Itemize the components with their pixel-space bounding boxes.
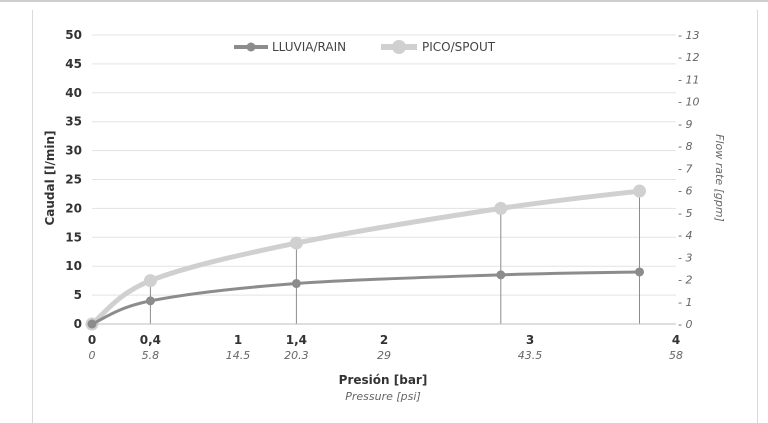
y2-tick-label: - 3 xyxy=(678,251,692,264)
series-line-rain xyxy=(90,270,641,326)
y-axis-title: Caudal [l/min] xyxy=(43,130,57,225)
x-tick-label: 2 xyxy=(380,333,388,347)
y2-tick-label: - 8 xyxy=(678,140,692,153)
y-tick-label: 25 xyxy=(65,173,82,187)
x-ticks-secondary: 0 5.8 14.5 20.3 29 43.5 58 xyxy=(89,349,684,362)
series-layer xyxy=(85,184,646,331)
y2-tick-label: - 1 xyxy=(678,296,692,309)
data-point-rain xyxy=(145,296,155,306)
top-rule xyxy=(0,0,768,2)
left-ticks: 0 5 10 15 20 25 30 35 40 45 50 xyxy=(65,28,82,331)
y-tick-label: 5 xyxy=(74,288,82,302)
legend-marker-rain xyxy=(246,42,256,52)
x-tick-label: 1,4 xyxy=(286,333,307,347)
data-point-rain xyxy=(291,279,301,289)
x-tick-label-secondary: 0 xyxy=(89,349,96,362)
gridlines xyxy=(92,34,676,296)
x-tick-label-secondary: 14.5 xyxy=(226,349,251,362)
right-ticks: - 0 - 1 - 2 - 3 - 4 - 5 - 6 - 7 - 8 - 9 - 10 - 11 - … xyxy=(678,29,699,331)
y2-tick-label: - 4 xyxy=(678,229,692,242)
y2-tick-label: - 9 xyxy=(678,118,692,131)
y-tick-label: 15 xyxy=(65,230,82,244)
x-tick-label-secondary: 29 xyxy=(377,349,391,362)
y-tick-label: 10 xyxy=(65,259,82,273)
y-tick-label: 20 xyxy=(65,201,82,215)
y-tick-label: 0 xyxy=(74,317,82,331)
y2-tick-label: - 5 xyxy=(678,207,692,220)
y2-tick-label: - 12 xyxy=(678,51,699,64)
y-tick-label: 45 xyxy=(65,57,82,71)
y2-axis-title: Flow rate [gpm] xyxy=(713,134,726,222)
x-tick-label-secondary: 5.8 xyxy=(142,349,160,362)
x-tick-label: 1 xyxy=(234,333,242,347)
y2-tick-label: - 13 xyxy=(678,29,699,42)
x-tick-label: 4 xyxy=(672,333,680,347)
x-tick-label-secondary: 43.5 xyxy=(518,349,543,362)
legend-marker-spout xyxy=(392,40,406,54)
chart-border xyxy=(32,10,758,423)
y2-tick-label: - 0 xyxy=(678,318,692,331)
y2-tick-label: - 7 xyxy=(678,162,692,175)
x-tick-label: 0 xyxy=(88,333,96,347)
x-axis-title-secondary: Pressure [psi] xyxy=(345,390,421,403)
y-tick-label: 30 xyxy=(65,144,82,158)
x-tick-label: 0,4 xyxy=(140,333,161,347)
data-point-spout xyxy=(289,236,303,250)
y-tick-label: 35 xyxy=(65,115,82,129)
x-ticks: 0 0,4 1 1,4 2 3 4 xyxy=(88,333,680,347)
x-tick-label-secondary: 20.3 xyxy=(284,349,309,362)
data-point-rain xyxy=(635,267,644,277)
data-point-rain xyxy=(87,319,97,329)
y-tick-label: 40 xyxy=(65,86,82,100)
y2-tick-label: - 10 xyxy=(678,96,699,109)
x-tick-label-secondary: 58 xyxy=(669,349,683,362)
data-point-spout xyxy=(143,274,157,288)
y2-tick-label: - 2 xyxy=(678,274,692,287)
data-point-rain xyxy=(496,270,506,280)
y-tick-label: 50 xyxy=(65,28,82,42)
y2-tick-label: - 6 xyxy=(678,185,692,198)
x-tick-label: 3 xyxy=(526,333,534,347)
data-point-spout xyxy=(633,184,646,198)
legend: LLUVIA/RAIN PICO/SPOUT xyxy=(234,40,496,54)
x-axis-title: Presión [bar] xyxy=(339,373,428,387)
y2-tick-label: - 11 xyxy=(678,73,699,86)
legend-label-rain: LLUVIA/RAIN xyxy=(272,40,346,54)
series-line-spout xyxy=(89,188,642,327)
legend-label-spout: PICO/SPOUT xyxy=(422,40,496,54)
data-point-spout xyxy=(494,201,508,215)
